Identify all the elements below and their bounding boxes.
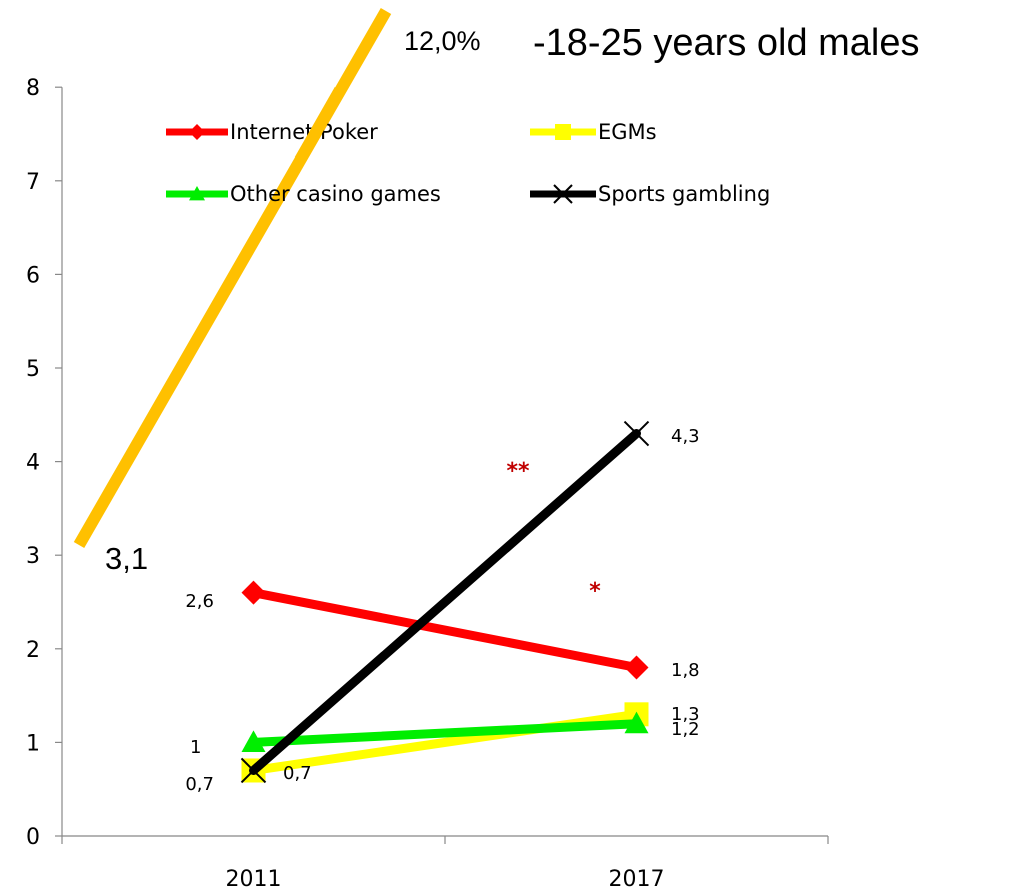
asterisk-single: * — [589, 579, 601, 604]
data-label: 4,3 — [671, 426, 700, 447]
y-tick-label: 6 — [26, 263, 40, 288]
series-group — [240, 420, 650, 784]
series-line — [249, 588, 641, 673]
legend-label: Internet Poker — [230, 120, 378, 144]
series-line — [249, 719, 641, 747]
y-tick-label: 4 — [26, 451, 40, 476]
data-label: 1 — [190, 737, 201, 758]
legend-label: Sports gambling — [598, 182, 770, 206]
marker-x — [553, 184, 573, 204]
marker-triangle — [241, 730, 266, 752]
series-line — [249, 429, 641, 775]
x-tick-label: 2017 — [609, 867, 665, 892]
data-label: 1,2 — [671, 719, 700, 740]
marker-triangle — [624, 711, 649, 734]
marker-diamond — [241, 580, 266, 605]
y-tick-label: 3 — [26, 544, 40, 569]
marker-diamond — [624, 655, 649, 680]
data-label: 0,7 — [185, 774, 214, 795]
data-label: 1,8 — [671, 660, 700, 681]
data-label: 0,7 — [283, 763, 312, 784]
legend-item-egms: EGMs — [530, 120, 657, 144]
overlay-end-label: 12,0% — [404, 26, 481, 56]
legend-item-sports-gambling: Sports gambling — [530, 182, 770, 206]
overlay-line-front — [294, 87, 346, 163]
y-tick-label: 1 — [26, 731, 40, 756]
legend: Internet Poker EGMs Other casino games Spor… — [166, 87, 770, 206]
axes: 0 1 2 3 4 5 6 7 8 2011 2017 — [26, 76, 829, 892]
data-labels: 2,6 1,8 0,7 1,3 1 1,2 0,7 4,3 — [185, 426, 699, 795]
marker-x — [623, 420, 650, 447]
overlay-title: -18-25 years old males — [533, 22, 920, 64]
x-tick-label: 2011 — [226, 867, 282, 892]
y-tick-label: 0 — [26, 825, 40, 850]
legend-label: EGMs — [598, 120, 657, 144]
marker-square — [555, 124, 571, 140]
marker-x — [240, 757, 267, 784]
data-label: 1,3 — [671, 704, 700, 725]
y-tick-label: 5 — [26, 357, 40, 382]
annotations: *** — [506, 459, 601, 604]
series-internet-poker — [241, 580, 649, 680]
marker-triangle — [189, 186, 205, 201]
series-sports-gambling — [240, 420, 650, 784]
legend-item-internet-poker: Internet Poker — [166, 120, 378, 144]
legend-label: Other casino games — [230, 182, 441, 206]
y-tick-label: 8 — [26, 76, 40, 101]
data-label: 2,6 — [185, 591, 214, 612]
marker-diamond — [189, 124, 205, 140]
legend-item-other-casino-games: Other casino games — [166, 182, 441, 206]
asterisk-double: ** — [506, 459, 530, 484]
y-tick-label: 7 — [26, 170, 40, 195]
series-other-casino-games — [241, 711, 649, 752]
overlay-trend: 3,1 12,0% -18-25 years old males — [73, 8, 920, 576]
y-tick-label: 2 — [26, 638, 40, 663]
overlay-start-label: 3,1 — [105, 541, 148, 576]
